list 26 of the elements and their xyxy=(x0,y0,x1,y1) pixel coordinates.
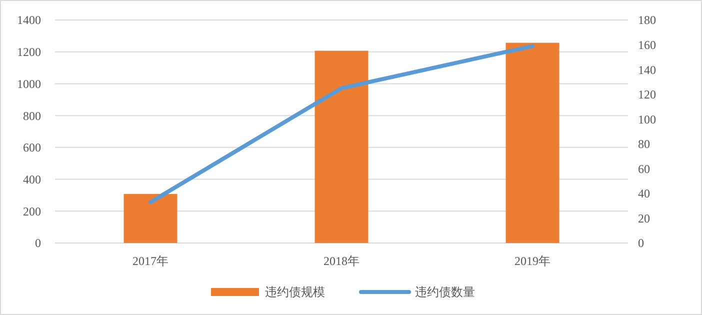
y2-tick-label: 60 xyxy=(638,162,650,176)
legend-label: 违约债数量 xyxy=(415,285,475,300)
bar xyxy=(506,42,560,243)
y2-tick-label: 160 xyxy=(638,38,656,52)
y2-tick-label: 100 xyxy=(638,112,656,126)
x-tick-label: 2019年 xyxy=(514,254,550,268)
y-tick-label: 800 xyxy=(23,108,41,123)
y2-tick-label: 140 xyxy=(638,62,656,77)
y2-tick-label: 40 xyxy=(638,186,650,201)
y-tick-label: 600 xyxy=(23,140,41,155)
y2-tick-label: 20 xyxy=(638,211,650,226)
x-tick-label: 2017年 xyxy=(132,254,168,268)
y2-tick-label: 120 xyxy=(638,88,656,102)
y-tick-label: 200 xyxy=(23,204,41,218)
y2-tick-label: 0 xyxy=(638,236,644,250)
y-tick-label: 400 xyxy=(23,172,41,186)
y-tick-label: 1000 xyxy=(17,76,41,91)
x-tick-label: 2018年 xyxy=(324,254,360,268)
y-tick-label: 1400 xyxy=(17,13,41,28)
y-tick-label: 0 xyxy=(35,236,41,250)
bar xyxy=(124,194,178,243)
bar xyxy=(314,50,368,243)
y-tick-label: 1200 xyxy=(17,45,41,60)
legend-label: 违约债规模 xyxy=(265,285,325,300)
y2-tick-label: 80 xyxy=(638,137,650,152)
y2-tick-label: 180 xyxy=(638,13,656,28)
